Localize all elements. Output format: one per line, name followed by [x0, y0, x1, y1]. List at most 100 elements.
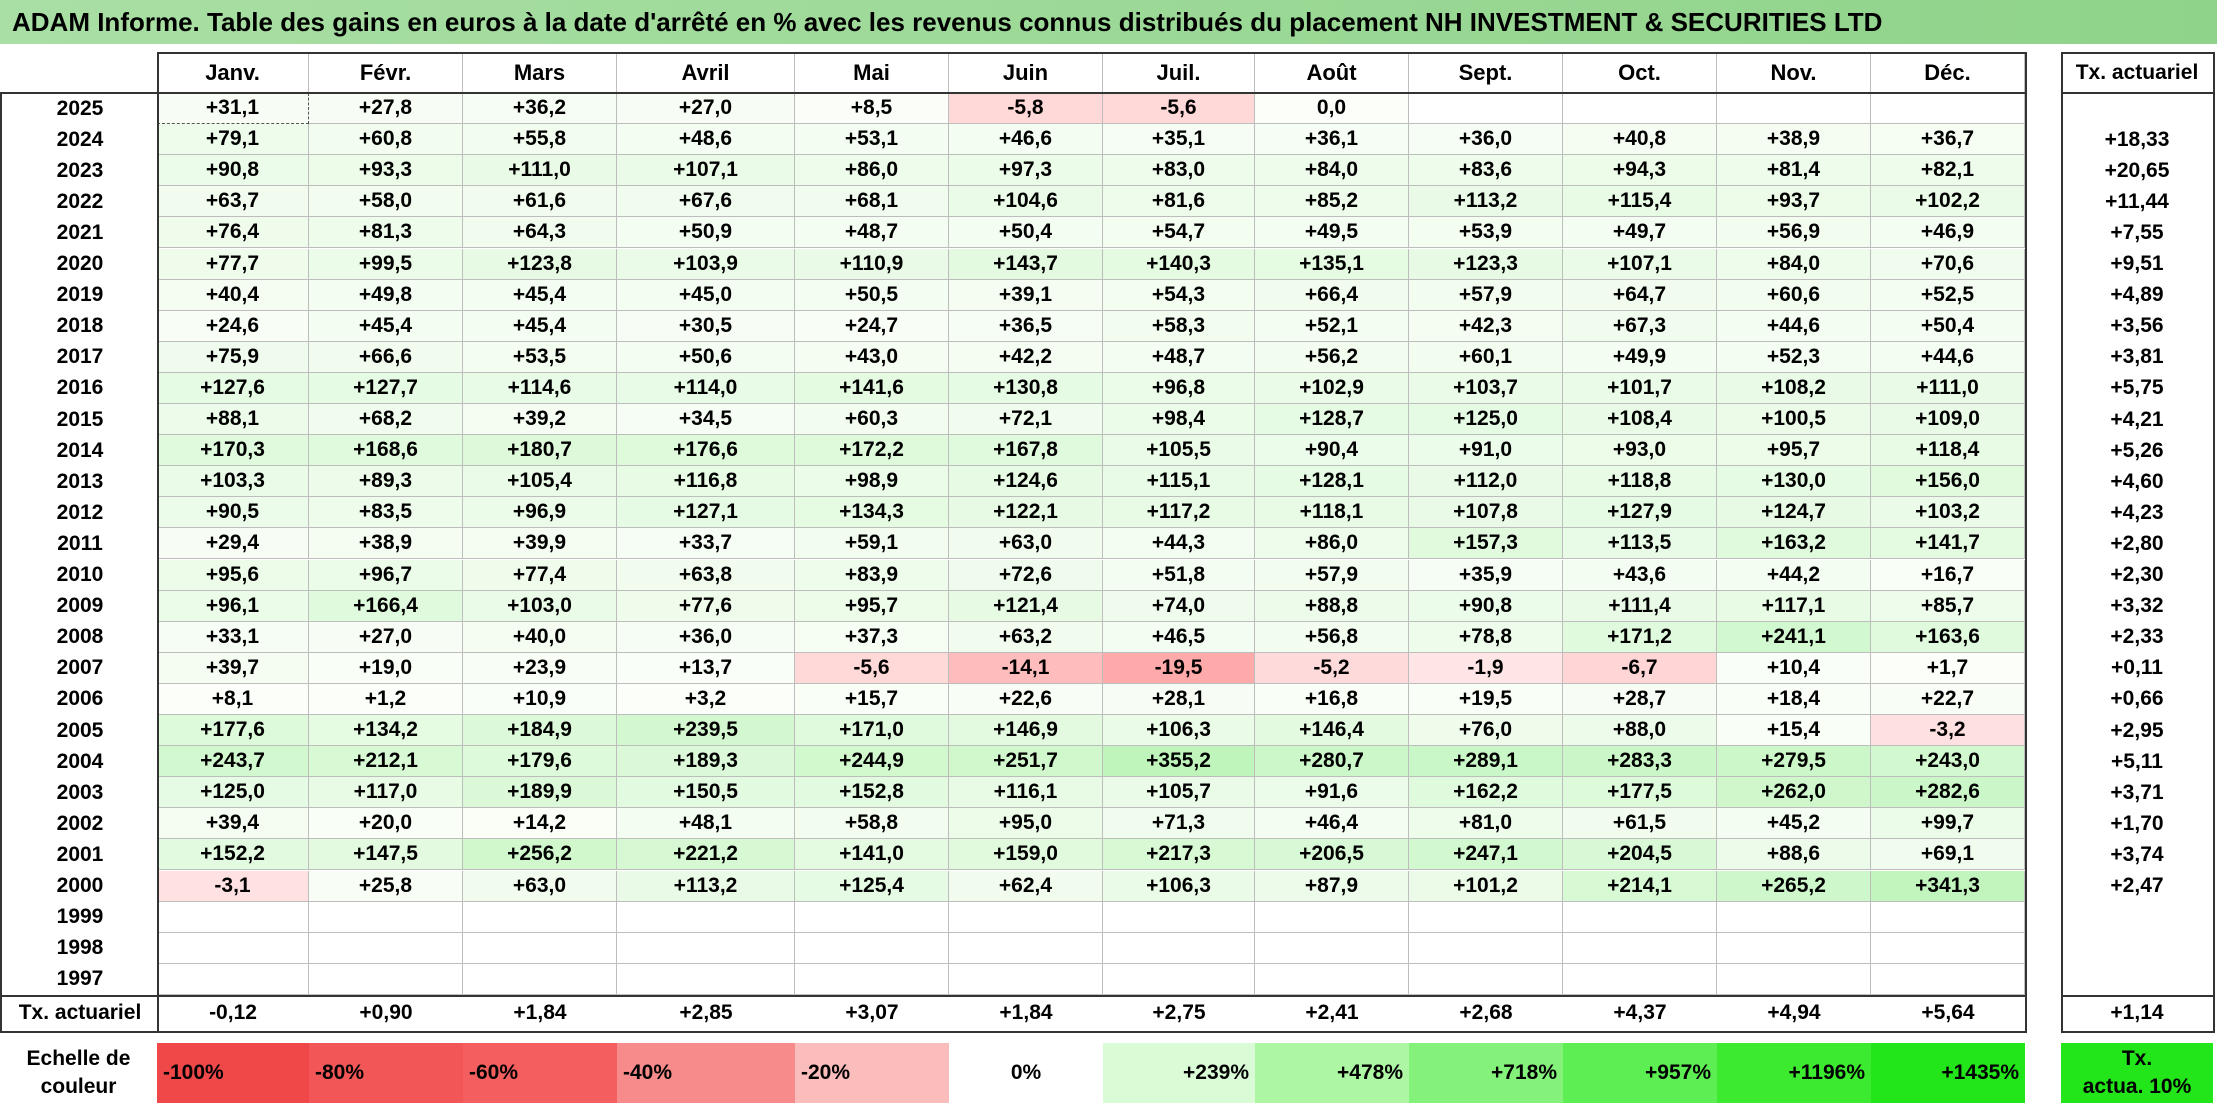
table-cell: +247,1 [1409, 839, 1563, 871]
year-label: 2001 [56, 842, 104, 866]
table-cell: +251,7 [949, 746, 1103, 778]
table-cell: +184,9 [463, 715, 617, 747]
actuarial-value: +2,47 [2110, 874, 2164, 898]
table-cell: +96,1 [157, 590, 309, 622]
scale-swatch: 0% [949, 1043, 1103, 1103]
table-cell: +53,5 [463, 341, 617, 373]
table-cell [795, 901, 949, 933]
table-cell: +116,8 [617, 466, 795, 498]
table-cell: +127,7 [309, 372, 463, 404]
table-cell: +56,9 [1717, 217, 1871, 249]
table-cell [309, 901, 463, 933]
table-cell: +128,7 [1255, 404, 1409, 436]
table-cell: +52,1 [1255, 310, 1409, 342]
table-cell: +46,6 [949, 124, 1103, 156]
table-cell: +113,5 [1563, 528, 1717, 560]
table-cell: +88,0 [1563, 715, 1717, 747]
table-cell: +121,4 [949, 590, 1103, 622]
totals-value: +0,90 [359, 1001, 413, 1024]
table-cell: +177,6 [157, 715, 309, 747]
table-cell [1717, 901, 1871, 933]
table-cell: +110,9 [795, 248, 949, 280]
table-cell: +60,6 [1717, 279, 1871, 311]
actuarial-value: +0,11 [2111, 656, 2163, 680]
table-cell: +87,9 [1255, 870, 1409, 902]
table-cell: +117,0 [309, 777, 463, 809]
table-cell: +60,1 [1409, 341, 1563, 373]
scale-swatch: +957% [1563, 1043, 1717, 1103]
table-cell: +140,3 [1103, 248, 1255, 280]
table-cell: +105,7 [1103, 777, 1255, 809]
table-cell: +18,4 [1717, 683, 1871, 715]
table-cell: +25,8 [309, 870, 463, 902]
actuarial-value [2061, 933, 2213, 964]
year-label: 1999 [56, 905, 104, 929]
table-cell: +96,8 [1103, 372, 1255, 404]
table-cell: +45,2 [1717, 808, 1871, 840]
table-cell: +100,5 [1717, 404, 1871, 436]
scale-swatch: +478% [1255, 1043, 1409, 1103]
table-cell: +15,4 [1717, 715, 1871, 747]
grid-line [0, 92, 2027, 94]
table-cell: +157,3 [1409, 528, 1563, 560]
table-cell: +143,7 [949, 248, 1103, 280]
table-cell: +95,7 [795, 590, 949, 622]
table-cell: +66,4 [1255, 279, 1409, 311]
table-cell: +85,7 [1871, 590, 2025, 622]
table-cell: +206,5 [1255, 839, 1409, 871]
table-cell: +61,6 [463, 186, 617, 218]
table-cell: +50,4 [949, 217, 1103, 249]
actuarial-value: +3,74 [2110, 842, 2164, 866]
table-cell: +45,0 [617, 279, 795, 311]
table-cell: +54,7 [1103, 217, 1255, 249]
table-cell [1563, 901, 1717, 933]
table-cell: +63,8 [617, 559, 795, 591]
year-label: 2003 [56, 780, 104, 804]
table-cell: +123,8 [463, 248, 617, 280]
totals-value: +1,84 [513, 1001, 567, 1024]
actuarial-value: +11,44 [2105, 189, 2169, 213]
month-header: Janv. [157, 52, 309, 93]
table-cell: -14,1 [949, 652, 1103, 684]
table-cell: +40,4 [157, 279, 309, 311]
grid-line [0, 92, 2, 1031]
table-cell: +48,7 [795, 217, 949, 249]
year-label: 1997 [56, 967, 104, 991]
table-cell: +86,0 [1255, 528, 1409, 560]
grid-line [2061, 52, 2215, 54]
grid-line [0, 1031, 2027, 1033]
table-cell: +127,6 [157, 372, 309, 404]
table-cell: +81,0 [1409, 808, 1563, 840]
scale-swatch: +1196% [1717, 1043, 1871, 1103]
table-cell: +130,8 [949, 372, 1103, 404]
scale-actuarial-swatch: Tx. actua. 10% [2061, 1043, 2213, 1103]
table-cell: +88,1 [157, 404, 309, 436]
table-cell: +152,2 [157, 839, 309, 871]
table-cell: +106,3 [1103, 715, 1255, 747]
table-cell: +90,8 [157, 155, 309, 187]
table-cell [1103, 901, 1255, 933]
table-cell: +39,9 [463, 528, 617, 560]
year-label: 2000 [56, 874, 104, 898]
table-cell: +163,2 [1717, 528, 1871, 560]
table-cell [463, 901, 617, 933]
month-header: Mai [795, 52, 949, 93]
table-cell: +52,5 [1871, 279, 2025, 311]
table-cell: +27,0 [617, 93, 795, 125]
actuarial-value: +5,75 [2110, 376, 2164, 400]
table-cell: +49,5 [1255, 217, 1409, 249]
table-cell: +283,3 [1563, 746, 1717, 778]
table-cell [1563, 93, 1717, 125]
table-cell: +1,2 [309, 683, 463, 715]
table-cell: +67,6 [617, 186, 795, 218]
table-cell: +81,6 [1103, 186, 1255, 218]
table-cell: +79,1 [157, 124, 309, 156]
table-cell: +46,4 [1255, 808, 1409, 840]
table-cell [1563, 963, 1717, 995]
table-cell: +57,9 [1409, 279, 1563, 311]
table-cell: +83,6 [1409, 155, 1563, 187]
month-header: Nov. [1717, 52, 1871, 93]
table-cell: +217,3 [1103, 839, 1255, 871]
table-cell: +8,1 [157, 683, 309, 715]
table-cell: +162,2 [1409, 777, 1563, 809]
